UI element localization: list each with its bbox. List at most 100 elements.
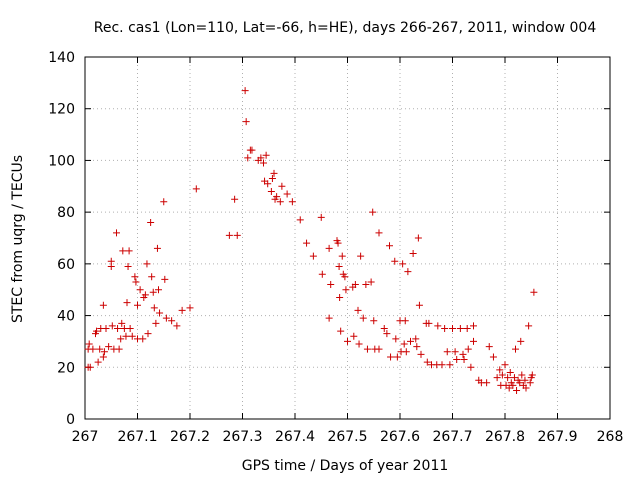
data-point: [404, 268, 412, 276]
data-point: [449, 325, 456, 332]
data-point: [453, 356, 461, 364]
data-point: [521, 376, 529, 384]
data-point: [113, 229, 120, 237]
data-point: [344, 337, 351, 345]
data-point: [391, 257, 399, 265]
data-point: [107, 262, 115, 270]
data-point: [131, 273, 139, 281]
data-point: [441, 325, 449, 332]
data-point: [168, 317, 176, 325]
data-point: [335, 262, 343, 270]
data-point: [128, 332, 136, 340]
data-point: [412, 335, 420, 343]
data-point: [119, 247, 127, 255]
tick-labels: 267 267.1 267.2 267.3 267.4 267.5 267.6 267.7 26…: [48, 50, 623, 445]
data-point: [517, 337, 525, 345]
data-point: [399, 260, 407, 268]
data-point: [359, 314, 367, 322]
data-point: [518, 371, 526, 379]
x-tick-label: 268: [597, 429, 624, 445]
data-point: [337, 327, 345, 335]
data-point: [498, 371, 506, 379]
data-point: [325, 314, 333, 322]
data-point: [99, 353, 107, 361]
data-point: [393, 353, 401, 361]
data-point: [464, 345, 472, 353]
data-point: [231, 195, 239, 203]
x-tick-label: 267.1: [117, 429, 157, 445]
y-tick-label: 120: [48, 102, 75, 118]
data-point: [85, 340, 93, 348]
data-point: [244, 154, 252, 162]
data-point: [367, 278, 375, 286]
data-point: [530, 288, 538, 296]
data-point: [415, 301, 423, 309]
data-point: [509, 381, 517, 389]
data-point: [225, 231, 233, 239]
data-point: [162, 314, 170, 322]
data-point: [504, 374, 512, 382]
data-point: [262, 151, 270, 159]
data-point: [108, 322, 116, 330]
data-point: [489, 353, 497, 361]
data-point: [522, 384, 530, 392]
data-point: [342, 286, 350, 294]
data-point: [178, 306, 186, 314]
data-point: [143, 260, 151, 268]
y-tick-label: 80: [57, 205, 75, 221]
x-tick-label: 267.2: [170, 429, 210, 445]
data-point: [114, 325, 122, 332]
data-point: [152, 319, 160, 327]
data-point: [375, 229, 383, 237]
data-point: [362, 281, 370, 289]
data-points: [84, 87, 538, 395]
data-point: [354, 306, 362, 314]
data-point: [115, 345, 123, 353]
data-point: [267, 187, 275, 195]
data-point: [483, 379, 491, 387]
data-point: [351, 281, 359, 289]
axis-ticks: [84, 56, 611, 420]
data-point: [144, 330, 152, 338]
data-point: [400, 340, 408, 348]
y-tick-label: 100: [48, 153, 75, 169]
data-point: [118, 319, 126, 327]
data-point: [139, 335, 147, 343]
data-point: [134, 301, 141, 309]
y-axis-label: STEC from uqrg / TECUs: [10, 155, 26, 323]
data-point: [257, 154, 265, 162]
data-point: [117, 335, 125, 343]
data-point: [192, 185, 200, 193]
data-point: [270, 169, 278, 177]
x-tick-label: 267.5: [327, 429, 367, 445]
data-point: [123, 299, 131, 307]
x-tick-label: 267.7: [432, 429, 472, 445]
data-point: [102, 325, 110, 332]
data-point: [350, 332, 358, 340]
data-point: [317, 213, 325, 221]
data-point: [318, 270, 326, 278]
x-tick-label: 267.3: [222, 429, 262, 445]
data-point: [278, 182, 286, 190]
data-point: [505, 384, 513, 392]
data-point: [147, 218, 155, 226]
data-point: [141, 291, 149, 299]
data-point: [150, 304, 158, 312]
data-point: [526, 379, 534, 387]
data-point: [357, 252, 365, 260]
data-point: [470, 322, 477, 330]
data-point: [456, 325, 464, 332]
data-point: [443, 348, 451, 356]
data-point: [149, 288, 157, 296]
data-point: [493, 374, 501, 382]
data-point: [105, 343, 113, 351]
data-point: [89, 345, 97, 353]
data-point: [496, 366, 504, 374]
y-tick-label: 40: [57, 309, 75, 325]
data-point: [136, 286, 144, 294]
data-point: [273, 193, 281, 201]
data-point: [288, 198, 296, 206]
data-point: [506, 368, 514, 376]
chart-title: Rec. cas1 (Lon=110, Lat=-66, h=HE), days…: [94, 20, 597, 36]
